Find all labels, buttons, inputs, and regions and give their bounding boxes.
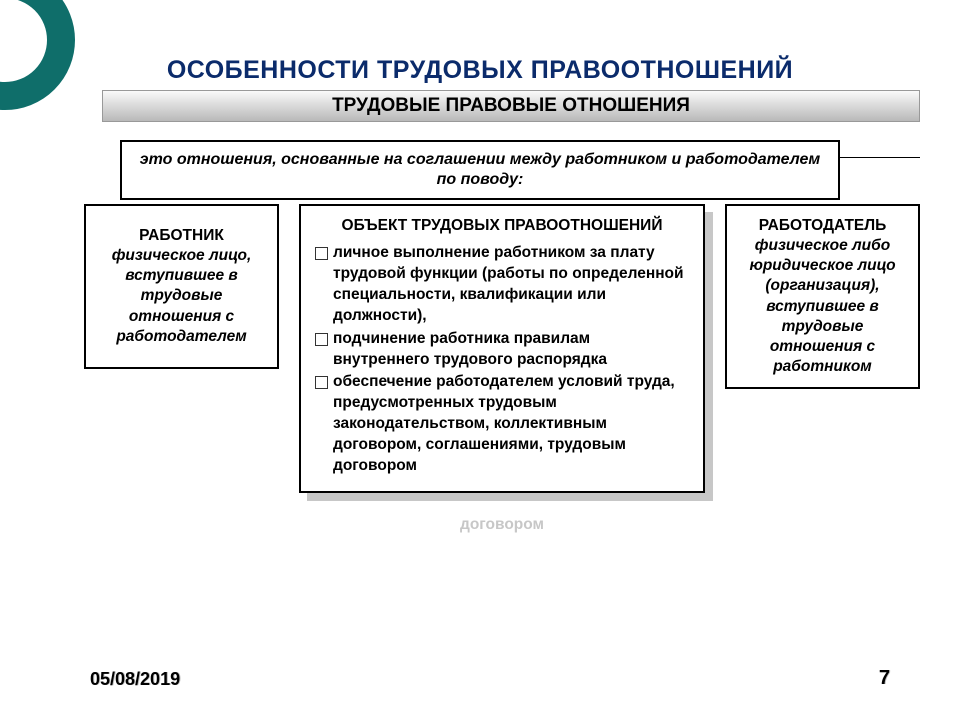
page-title: ОСОБЕННОСТИ ТРУДОВЫХ ПРАВООТНОШЕНИЙ [0,56,960,85]
object-list: личное выполнение работником за плату тр… [315,243,689,477]
employer-box: РАБОТОДАТЕЛЬ физическое либо юридическое… [725,204,920,389]
object-title: ОБЪЕКТ ТРУДОВЫХ ПРАВООТНОШЕНИЙ [315,216,689,237]
slide: ОСОБЕННОСТИ ТРУДОВЫХ ПРАВООТНОШЕНИЙ ТРУД… [0,0,960,720]
object-box-wrap: ОБЪЕКТ ТРУДОВЫХ ПРАВООТНОШЕНИЙ личное вы… [299,204,705,493]
subtitle-bar: ТРУДОВЫЕ ПРАВОВЫЕ ОТНОШЕНИЯ [102,90,920,122]
object-item: обеспечение работодателем условий труда,… [315,372,689,477]
subtitle-text: ТРУДОВЫЕ ПРАВОВЫЕ ОТНОШЕНИЯ [332,95,690,117]
object-box: ОБЪЕКТ ТРУДОВЫХ ПРАВООТНОШЕНИЙ личное вы… [299,204,705,493]
worker-desc: физическое лицо, вступившее в трудовые о… [98,246,265,347]
object-item: личное выполнение работником за плату тр… [315,243,689,327]
definition-box: это отношения, основанные на соглашении … [120,140,840,200]
footer-date: 05/08/2019 [90,669,180,690]
employer-title: РАБОТОДАТЕЛЬ [739,216,906,236]
footer-page-number: 7 [879,667,890,690]
object-item: подчинение работника правилам внутреннег… [315,329,689,371]
definition-text: это отношения, основанные на соглашении … [140,151,820,188]
object-echo-text: договором [299,516,705,534]
worker-title: РАБОТНИК [98,226,265,246]
decorative-arc [0,0,75,110]
employer-desc: физическое либо юридическое лицо (органи… [739,236,906,377]
worker-box: РАБОТНИК физическое лицо, вступившее в т… [84,204,279,369]
decorative-underline [840,157,920,158]
content-row: РАБОТНИК физическое лицо, вступившее в т… [84,204,920,493]
